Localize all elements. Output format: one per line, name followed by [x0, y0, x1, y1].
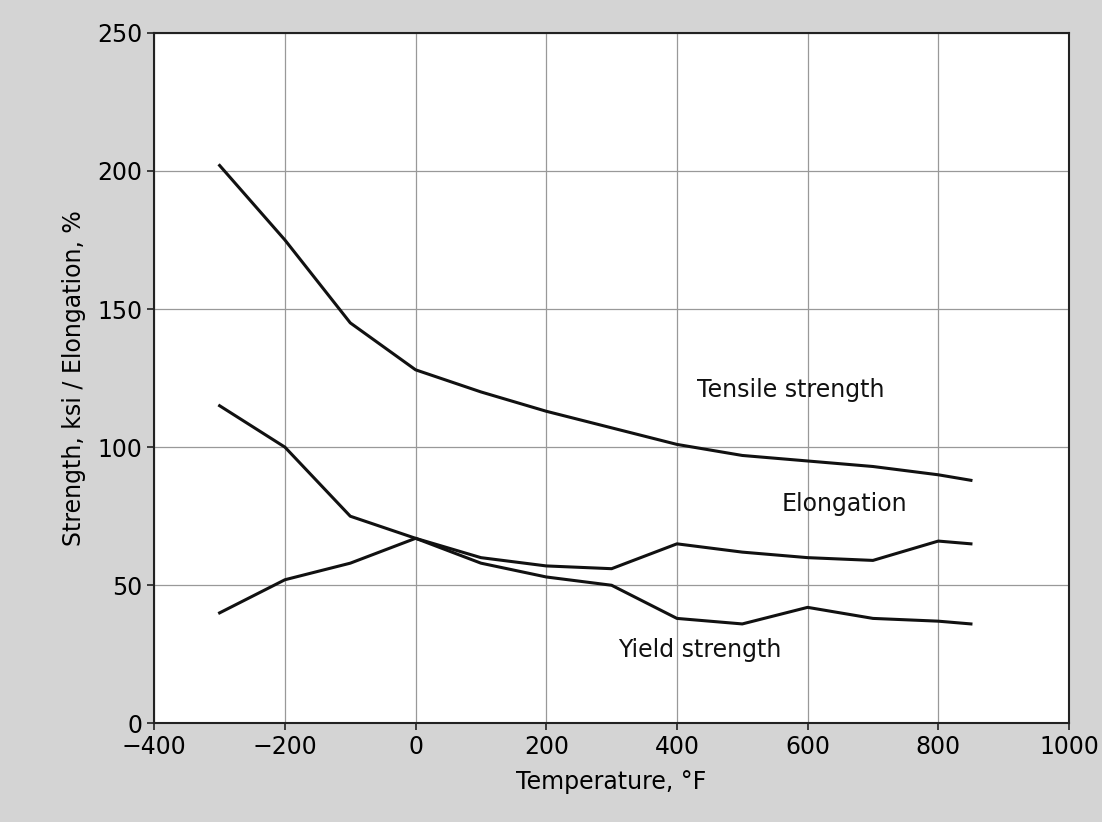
Text: Yield strength: Yield strength [618, 638, 781, 662]
Text: Tensile strength: Tensile strength [696, 378, 884, 403]
Text: Elongation: Elongation [781, 492, 907, 515]
X-axis label: Temperature, °F: Temperature, °F [517, 770, 706, 794]
Y-axis label: Strength, ksi / Elongation, %: Strength, ksi / Elongation, % [62, 210, 86, 546]
